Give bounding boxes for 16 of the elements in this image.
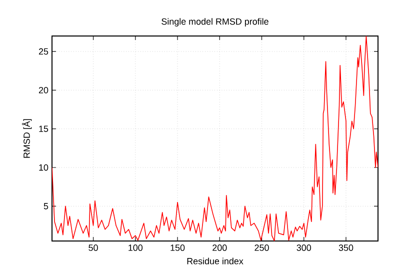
y-tick-label: 15 <box>39 126 48 132</box>
y-tick-label: 25 <box>38 48 48 55</box>
x-axis-title: Residue index <box>187 258 244 264</box>
x-tick-label: 50 <box>88 244 98 251</box>
x-tick-label: 150 <box>170 244 185 251</box>
line-series <box>52 36 378 241</box>
chart-title: Single model RMSD profile <box>162 18 268 26</box>
y-tick-label: 5 <box>44 203 48 210</box>
x-tick-label: 100 <box>128 244 143 251</box>
x-tick-label: 250 <box>254 244 269 251</box>
x-tick-label: 350 <box>338 244 354 251</box>
y-axis-title: RMSD [Å] <box>22 119 32 158</box>
y-tick-label: 10 <box>39 164 48 171</box>
x-tick-label: 200 <box>212 244 227 251</box>
x-tick-label: 300 <box>296 244 312 251</box>
y-tick-label: 20 <box>38 86 48 94</box>
